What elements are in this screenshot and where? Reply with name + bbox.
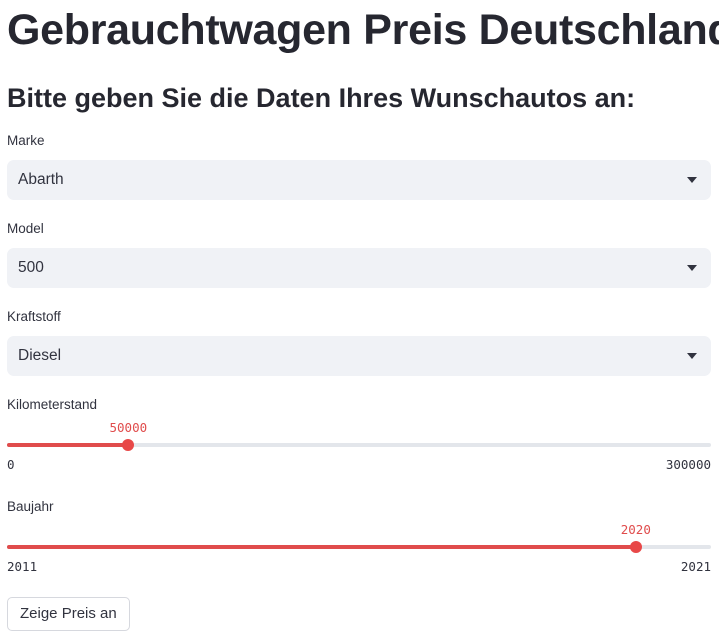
slider-thumb[interactable]	[122, 439, 135, 451]
page-title: Gebrauchtwagen Preis Deutschland	[7, 6, 719, 54]
kilometerstand-label: Kilometerstand	[7, 397, 98, 412]
baujahr-slider[interactable]: 2020 2011 2021	[7, 522, 711, 605]
model-select[interactable]: 500	[7, 248, 711, 288]
marke-select-value: Abarth	[18, 171, 64, 188]
model-select-value: 500	[18, 259, 44, 276]
slider-current-value: 2020	[620, 522, 651, 537]
slider-fill	[7, 545, 636, 549]
slider-min-label: 2011	[7, 559, 38, 574]
kilometerstand-slider[interactable]: 50000 0 300000	[7, 420, 711, 503]
marke-select[interactable]: Abarth	[7, 160, 711, 200]
page-subtitle: Bitte geben Sie die Daten Ihres Wunschau…	[7, 83, 636, 113]
zeige-preis-button[interactable]: Zeige Preis an	[7, 597, 130, 631]
baujahr-label: Baujahr	[7, 499, 54, 514]
slider-thumb[interactable]	[629, 541, 642, 553]
kraftstoff-select-value: Diesel	[18, 347, 62, 364]
slider-fill	[7, 443, 129, 447]
kraftstoff-select[interactable]: Diesel	[7, 336, 711, 376]
model-label: Model	[7, 221, 44, 236]
chevron-down-icon	[687, 265, 697, 271]
slider-max-label: 300000	[665, 457, 711, 472]
marke-label: Marke	[7, 133, 45, 148]
chevron-down-icon	[687, 177, 697, 183]
slider-track[interactable]	[7, 443, 711, 447]
slider-current-value: 50000	[109, 420, 148, 435]
slider-min-label: 0	[7, 457, 15, 472]
kraftstoff-label: Kraftstoff	[7, 309, 61, 324]
slider-max-label: 2021	[680, 559, 711, 574]
chevron-down-icon	[687, 353, 697, 359]
